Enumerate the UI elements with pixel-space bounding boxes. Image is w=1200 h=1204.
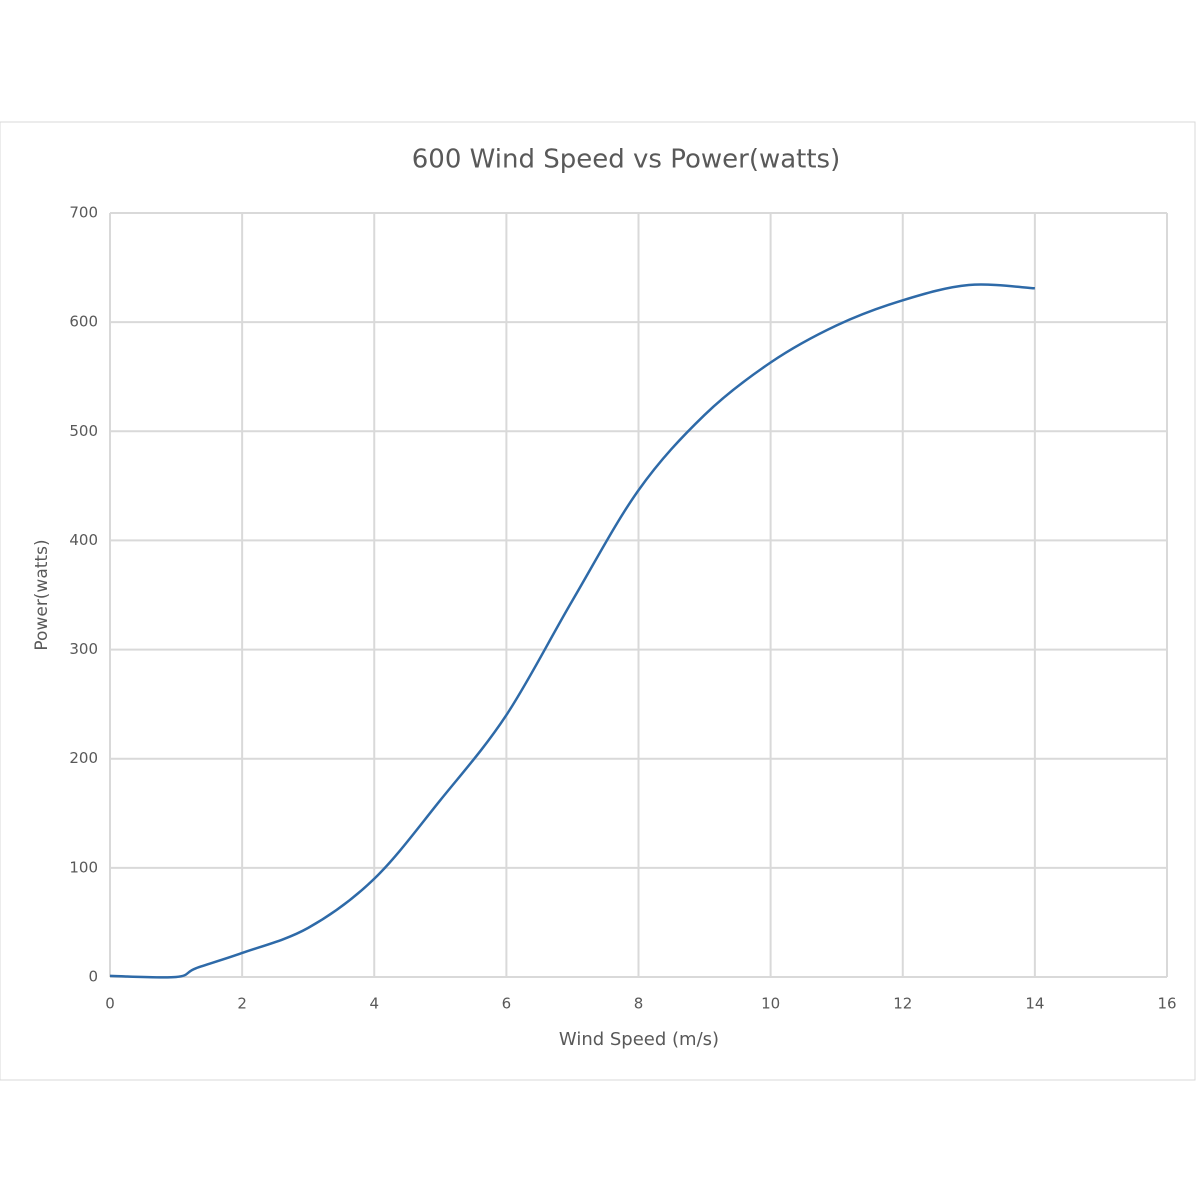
y-tick-label: 300 [69,640,98,658]
x-tick-label: 0 [105,995,115,1013]
y-tick-label: 0 [88,968,98,986]
x-tick-label: 10 [761,995,780,1013]
x-tick-label: 4 [369,995,379,1013]
x-tick-label: 14 [1025,995,1044,1013]
y-tick-label: 500 [69,422,98,440]
chart-frame [0,121,1196,1081]
line [109,283,1035,979]
x-tick-label: 8 [634,995,644,1013]
x-tick-label: 6 [502,995,512,1013]
x-tick-label: 16 [1157,995,1176,1013]
y-tick-label: 400 [69,531,98,549]
y-tick-label: 600 [69,313,98,331]
y-tick-label: 700 [69,204,98,222]
x-tick-label: 12 [893,995,912,1013]
chart-title: 600 Wind Speed vs Power(watts) [412,145,841,175]
y-tick-label: 100 [69,858,98,876]
x-tick-label: 2 [237,995,247,1013]
x-axis-label: Wind Speed (m/s) [559,1029,719,1050]
y-axis-label: Power(watts) [32,539,52,650]
y-tick-label: 200 [69,749,98,767]
